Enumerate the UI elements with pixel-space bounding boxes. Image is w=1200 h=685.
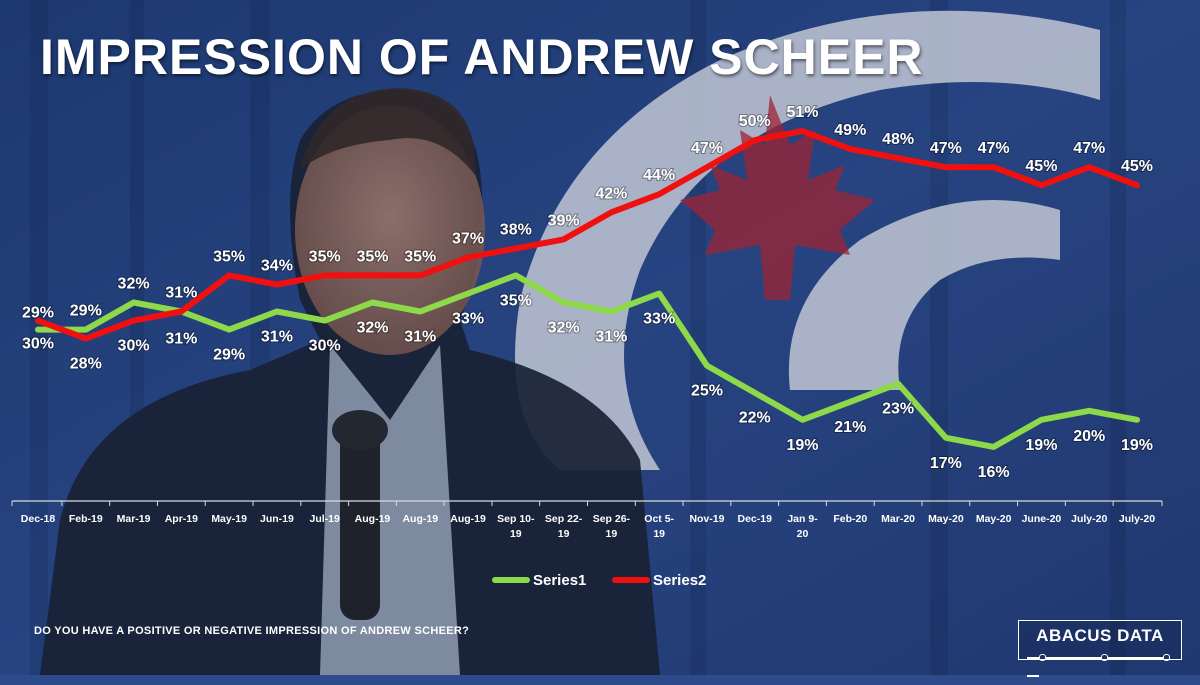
series2-data-label: 28% bbox=[70, 356, 102, 373]
x-tick-label: Sep 22-19 bbox=[545, 513, 583, 540]
series1-data-label: 16% bbox=[978, 464, 1010, 481]
x-tick-label: Nov-19 bbox=[689, 513, 724, 525]
series-line-series2 bbox=[35, 128, 1140, 342]
series1-data-label: 17% bbox=[930, 455, 962, 472]
page-title: IMPRESSION OF ANDREW SCHEER bbox=[40, 29, 924, 85]
series1-data-label: 29% bbox=[70, 303, 102, 320]
series1-data-label: 21% bbox=[834, 419, 866, 436]
series2-data-label: 49% bbox=[834, 122, 866, 139]
series2-data-label: 30% bbox=[22, 336, 54, 353]
x-tick-label: Aug-19 bbox=[450, 513, 486, 525]
series2-data-label: 31% bbox=[165, 285, 197, 302]
series2-data-label: 47% bbox=[930, 140, 962, 157]
series1-data-label: 32% bbox=[548, 320, 580, 337]
series1-data-label: 31% bbox=[595, 329, 627, 346]
series2-data-label: 51% bbox=[787, 104, 819, 121]
series2-data-label: 37% bbox=[452, 230, 484, 247]
x-tick-label: Oct 5-19 bbox=[644, 513, 674, 540]
series2-data-label: 34% bbox=[261, 257, 293, 274]
series2-data-label: 50% bbox=[739, 113, 771, 130]
x-tick-label: May-19 bbox=[211, 513, 247, 525]
series1-data-label: 22% bbox=[739, 410, 771, 427]
series1-data-label: 31% bbox=[404, 329, 436, 346]
logo-c-shape bbox=[515, 10, 1100, 471]
x-tick-label: May-20 bbox=[976, 513, 1012, 525]
x-tick-label: June-20 bbox=[1022, 513, 1062, 525]
series2-data-label: 48% bbox=[882, 131, 914, 148]
x-tick-label: July-20 bbox=[1119, 513, 1155, 525]
logo-text: ABACUS DATA bbox=[1036, 626, 1164, 645]
series1-data-label: 35% bbox=[500, 292, 532, 309]
series1-data-label: 33% bbox=[452, 310, 484, 327]
series2-data-label: 42% bbox=[595, 185, 627, 202]
series1-data-label: 20% bbox=[1073, 428, 1105, 445]
series2-data-label: 30% bbox=[118, 338, 150, 355]
series2-data-label: 35% bbox=[309, 248, 341, 265]
series2-data-label: 45% bbox=[1121, 158, 1153, 175]
series2-data-label: 38% bbox=[500, 221, 532, 238]
logo-bar bbox=[1027, 649, 1173, 677]
maple-leaf-icon bbox=[680, 95, 875, 300]
series1-data-label: 19% bbox=[1121, 437, 1153, 454]
x-tick-label: Mar-19 bbox=[117, 513, 151, 525]
x-tick-label: Feb-19 bbox=[69, 513, 103, 525]
series2-data-label: 39% bbox=[548, 212, 580, 229]
series1-data-label: 25% bbox=[691, 383, 723, 400]
series2-data-label: 47% bbox=[1073, 140, 1105, 157]
series2-data-label: 35% bbox=[404, 248, 436, 265]
series2-data-label: 45% bbox=[1025, 158, 1057, 175]
series1-data-label: 29% bbox=[22, 305, 54, 322]
series2-data-label: 47% bbox=[978, 140, 1010, 157]
legend: Series1 Series2 bbox=[492, 572, 706, 589]
series1-data-label: 29% bbox=[213, 347, 245, 364]
series1-data-label: 19% bbox=[1025, 437, 1057, 454]
series2-data-label: 47% bbox=[691, 140, 723, 157]
x-tick-label: Feb-20 bbox=[833, 513, 867, 525]
x-tick-label: Mar-20 bbox=[881, 513, 915, 525]
legend-label-series1: Series1 bbox=[533, 572, 586, 589]
x-tick-label: Apr-19 bbox=[165, 513, 198, 525]
series1-data-label: 31% bbox=[261, 329, 293, 346]
x-tick-label: Jan 9-20 bbox=[787, 513, 818, 540]
legend-label-series2: Series2 bbox=[653, 572, 706, 589]
series1-data-label: 32% bbox=[118, 276, 150, 293]
series1-data-label: 32% bbox=[356, 320, 388, 337]
x-tick-label: May-20 bbox=[928, 513, 964, 525]
survey-question: DO YOU HAVE A POSITIVE OR NEGATIVE IMPRE… bbox=[34, 625, 470, 637]
x-tick-label: July-20 bbox=[1071, 513, 1107, 525]
series1-data-label: 31% bbox=[165, 331, 197, 348]
x-tick-label: Aug-19 bbox=[355, 513, 391, 525]
x-tick-label: Dec-18 bbox=[21, 513, 56, 525]
series1-data-label: 30% bbox=[309, 338, 341, 355]
series2-data-label: 35% bbox=[213, 248, 245, 265]
series1-data-label: 19% bbox=[787, 437, 819, 454]
series-line-series1 bbox=[35, 272, 1140, 450]
abacus-data-logo: ABACUS DATA bbox=[1018, 620, 1182, 677]
series2-data-label: 44% bbox=[643, 167, 675, 184]
x-tick-label: Dec-19 bbox=[738, 513, 773, 525]
series2-data-label: 35% bbox=[356, 248, 388, 265]
x-tick-label: Aug-19 bbox=[402, 513, 438, 525]
x-tick-label: Sep 26-19 bbox=[593, 513, 631, 540]
x-tick-label: Jun-19 bbox=[260, 513, 294, 525]
series1-data-label: 33% bbox=[643, 310, 675, 327]
x-tick-label: Jul-19 bbox=[310, 513, 341, 525]
series1-data-label: 23% bbox=[882, 401, 914, 418]
x-tick-label: Sep 10-19 bbox=[497, 513, 535, 540]
